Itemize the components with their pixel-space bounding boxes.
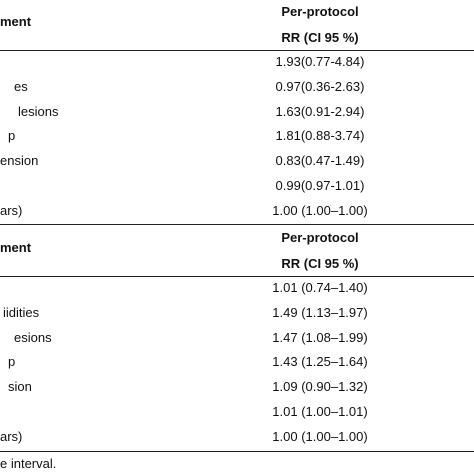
rr-value: 1.63(0.91-2.94) (275, 103, 365, 119)
rr-value: 1.93(0.77-4.84) (275, 54, 365, 69)
column-subtitle: RR (CI 95 %) (281, 30, 359, 45)
table-rule (0, 276, 474, 277)
column-title: Per-protocol (281, 4, 359, 19)
column-title: Per-protocol (281, 230, 359, 245)
rr-value: 1.00 (1.00–1.00) (272, 428, 368, 444)
row-label: lesions (18, 103, 59, 119)
rr-value: 1.01 (1.00–1.01) (272, 404, 368, 419)
row-label: p (8, 128, 16, 144)
row-label: p (8, 354, 16, 370)
rr-value: 0.97(0.36-2.63) (275, 78, 365, 94)
row-label: ension (0, 153, 39, 169)
table-rule (0, 451, 474, 452)
column-subtitle: RR (CI 95 %) (281, 256, 359, 271)
rr-value: 1.43 (1.25–1.64) (272, 354, 368, 370)
table-footnote: e interval. (0, 456, 57, 471)
rr-value: 1.81(0.88-3.74) (275, 128, 365, 144)
rr-value: 1.49 (1.13–1.97) (272, 304, 368, 320)
rr-value: 1.00 (1.00–1.00) (272, 202, 368, 218)
row-label: esions (14, 329, 52, 345)
rr-value: 1.47 (1.08–1.99) (272, 329, 368, 345)
rr-value: 0.83(0.47-1.49) (275, 153, 365, 169)
row-label: sion (8, 379, 32, 395)
row-header-label: ment (0, 240, 32, 255)
rr-value: 1.01 (0.74–1.40) (272, 280, 368, 295)
table-rule (0, 50, 474, 51)
row-label: es (14, 78, 28, 94)
row-header-label: ment (0, 14, 32, 29)
rr-value: 0.99(0.97-1.01) (275, 178, 365, 193)
table-rule (0, 224, 474, 225)
row-label: iidities (3, 304, 40, 320)
rr-value: 1.09 (0.90–1.32) (272, 379, 368, 395)
row-label: ars) (0, 202, 23, 218)
row-label: ars) (0, 428, 23, 444)
